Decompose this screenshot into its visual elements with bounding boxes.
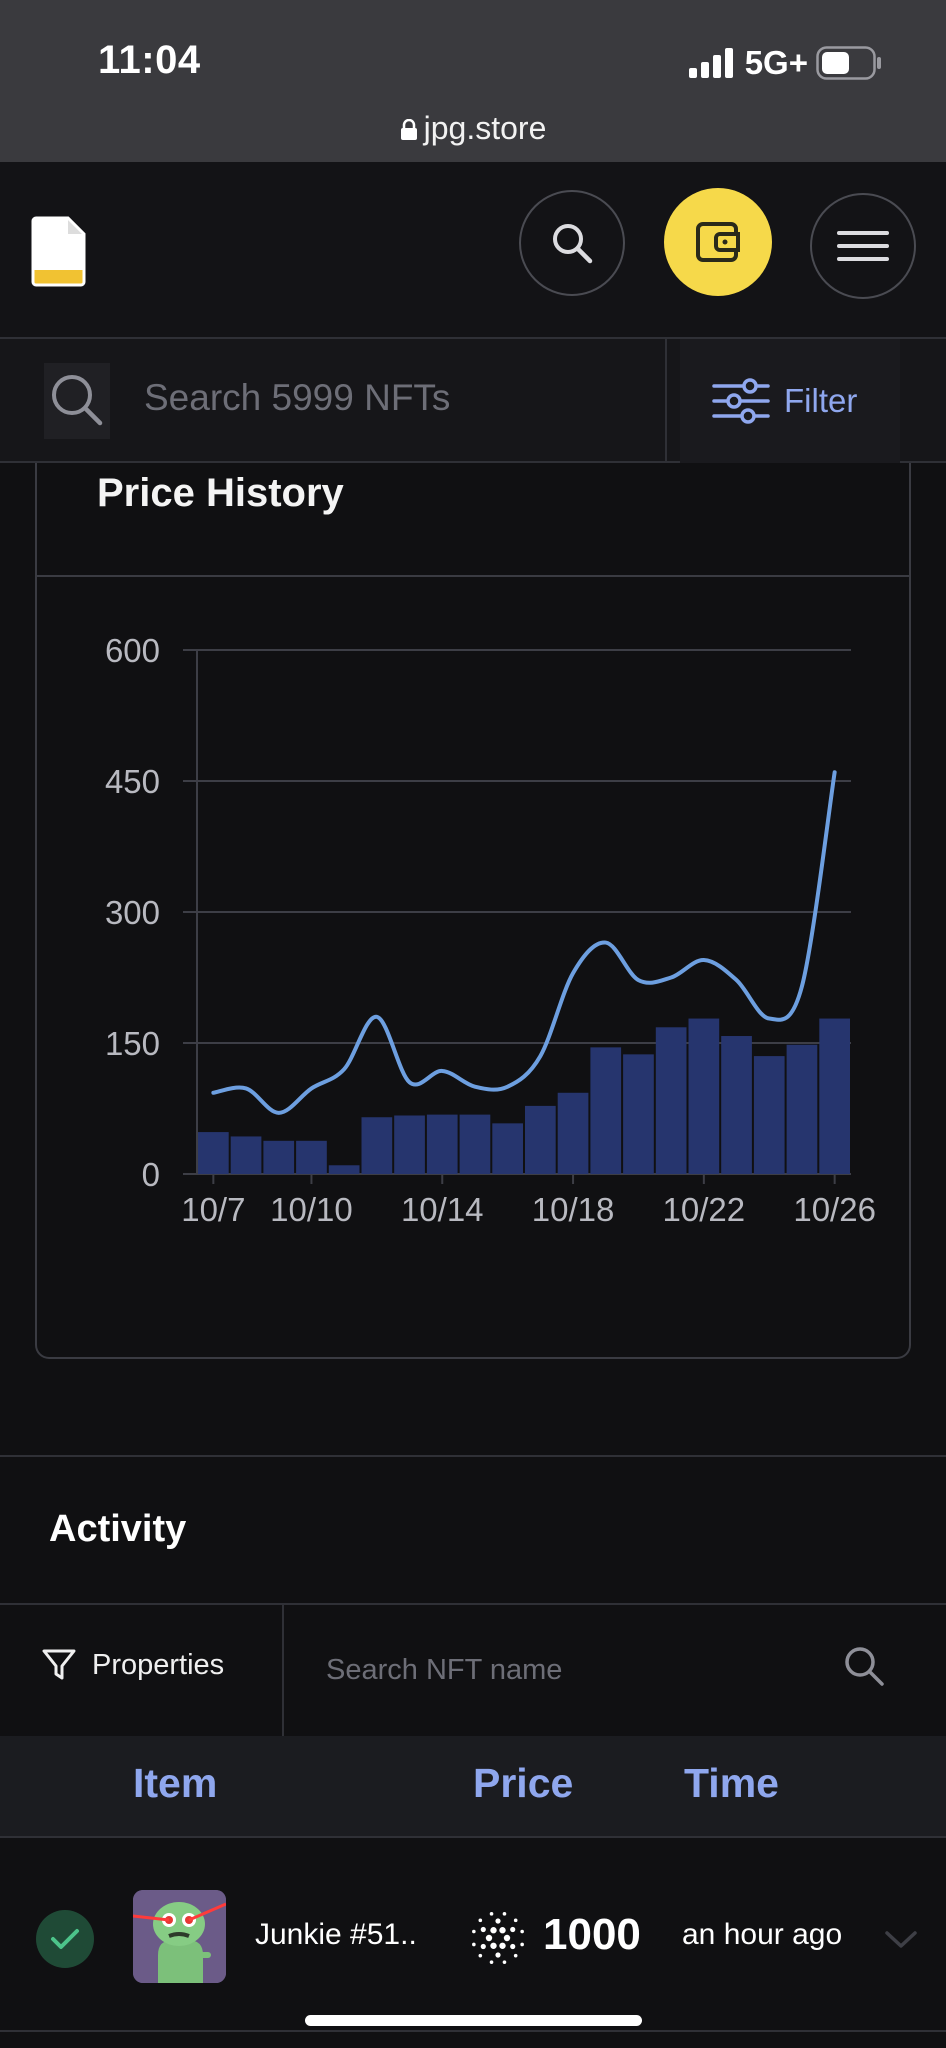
activity-filter-row: Properties Search NFT name	[0, 1604, 946, 1736]
sale-price: 1000	[543, 1910, 641, 1959]
x-tick-label: 10/14	[401, 1191, 484, 1228]
nft-search-bar: Search 5999 NFTs Filter	[0, 339, 946, 463]
volume-bar	[721, 1036, 752, 1174]
y-tick-label: 300	[105, 894, 160, 931]
battery-icon	[816, 46, 881, 80]
wallet-button[interactable]	[664, 188, 772, 296]
sliders-icon	[712, 378, 770, 424]
volume-bar	[525, 1105, 556, 1174]
check-icon	[36, 1910, 94, 1968]
divider	[0, 1603, 946, 1605]
menu-button[interactable]	[810, 193, 916, 299]
search-icon	[52, 375, 103, 426]
volume-bar	[819, 1018, 850, 1174]
address-bar[interactable]: jpg.store	[0, 110, 946, 147]
nft-search-input[interactable]: Search 5999 NFTs	[144, 377, 451, 418]
volume-bar	[361, 1117, 393, 1174]
column-header-item[interactable]: Item	[133, 1760, 218, 1806]
y-tick-label: 600	[105, 632, 160, 669]
volume-bar	[688, 1018, 720, 1174]
volume-bar	[623, 1054, 654, 1174]
jpg-store-logo[interactable]	[30, 214, 88, 288]
volume-bar	[394, 1115, 425, 1174]
filter-button[interactable]: Filter	[680, 339, 900, 463]
chevron-down-icon[interactable]	[884, 1930, 918, 1950]
clock: 11:04	[98, 38, 201, 82]
volume-bar	[296, 1140, 327, 1174]
sale-time: an hour ago	[682, 1918, 843, 1951]
column-header-time[interactable]: Time	[684, 1760, 779, 1806]
divider	[665, 339, 667, 463]
x-tick-label: 10/18	[532, 1191, 615, 1228]
cardano-ada-icon	[472, 1912, 524, 1964]
x-tick-label: 10/26	[793, 1191, 876, 1228]
volume-bar	[328, 1165, 360, 1174]
divider	[282, 1604, 284, 1736]
lock-icon	[400, 118, 417, 140]
signal-icon	[688, 48, 733, 78]
volume-bar	[492, 1123, 523, 1174]
volume-bar	[230, 1136, 262, 1174]
network-type: 5G+	[744, 44, 808, 81]
search-icon	[553, 224, 593, 264]
x-tick-label: 10/10	[270, 1191, 353, 1228]
price-history-title: Price History	[97, 471, 344, 515]
filter-label: Filter	[784, 382, 858, 419]
status-indicators: 5G+	[688, 44, 882, 82]
volume-bar	[655, 1027, 687, 1174]
site-header	[0, 162, 946, 339]
volume-bar	[459, 1114, 491, 1174]
table-row[interactable]: Junkie #51.. 1000 an hour ago	[0, 1840, 946, 2032]
x-tick-label: 10/7	[181, 1191, 245, 1228]
volume-bar	[198, 1132, 229, 1174]
properties-button[interactable]: Properties	[42, 1648, 224, 1682]
funnel-icon	[42, 1649, 76, 1680]
nft-name[interactable]: Junkie #51..	[255, 1918, 417, 1951]
status-bar: 11:04 5G+ jpg.store	[0, 0, 946, 162]
properties-label: Properties	[92, 1648, 225, 1681]
activity-title: Activity	[49, 1508, 187, 1550]
price-history-chart: 0 150 300 450 600 10/7 10/10 10/14 10/18 10/22 10/…	[105, 632, 876, 1228]
home-indicator	[305, 2015, 642, 2026]
volume-bar	[426, 1114, 458, 1174]
wallet-icon	[696, 222, 740, 262]
volume-bar	[590, 1047, 622, 1174]
url-text: jpg.store	[423, 110, 547, 146]
price-line	[211, 770, 837, 1115]
nft-thumbnail[interactable]	[133, 1890, 226, 1983]
column-header-price[interactable]: Price	[473, 1760, 574, 1806]
activity-table-header: Item Price Time	[0, 1736, 946, 1838]
x-tick-label: 10/22	[663, 1191, 746, 1228]
price-history-card: Price History 0 150 300 450 600 10/7 10/10 10/1…	[35, 463, 911, 1359]
y-tick-label: 450	[105, 763, 160, 800]
y-tick-label: 0	[142, 1156, 160, 1193]
volume-bar	[263, 1140, 295, 1174]
volume-bar	[557, 1092, 589, 1174]
nft-name-search-input[interactable]: Search NFT name	[326, 1654, 563, 1686]
divider	[0, 1455, 946, 1457]
hamburger-menu-icon	[837, 231, 889, 261]
volume-bar	[753, 1056, 785, 1174]
search-icon[interactable]	[842, 1644, 886, 1688]
header-search-button[interactable]	[519, 190, 625, 296]
volume-bar	[786, 1044, 818, 1174]
search-icon-box	[44, 363, 110, 439]
y-tick-label: 150	[105, 1025, 160, 1062]
divider	[37, 575, 909, 577]
